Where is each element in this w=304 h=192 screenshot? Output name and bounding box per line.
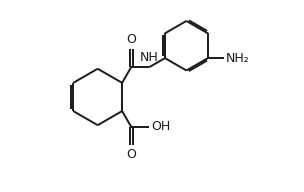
Text: O: O — [126, 148, 136, 161]
Text: O: O — [126, 33, 136, 46]
Text: OH: OH — [151, 120, 170, 133]
Text: NH₂: NH₂ — [226, 52, 250, 65]
Text: NH: NH — [140, 51, 159, 64]
